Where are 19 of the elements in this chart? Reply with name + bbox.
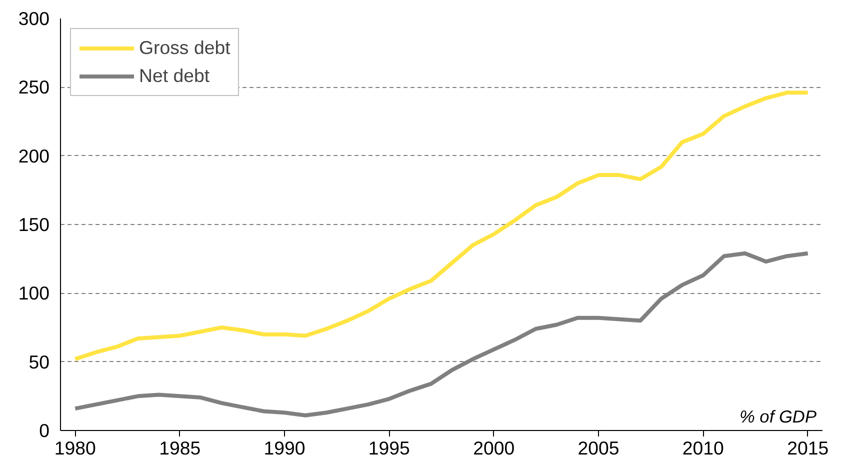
x-tick-label: 1990 xyxy=(264,438,306,458)
x-tick-label: 2010 xyxy=(682,438,724,458)
x-tick-label: 2000 xyxy=(473,438,515,458)
y-tick-label: 250 xyxy=(18,76,50,98)
y-tick-label: 50 xyxy=(28,351,50,372)
y-tick-label: 100 xyxy=(18,282,50,304)
x-tick-label: 2015 xyxy=(787,438,829,458)
y-tick-label: 300 xyxy=(18,8,50,29)
x-tick-label: 2005 xyxy=(578,438,620,458)
x-tick-label: 1995 xyxy=(368,438,410,458)
legend-label: Gross debt xyxy=(139,37,230,59)
x-tick-label: 1985 xyxy=(159,438,201,458)
line-series xyxy=(73,90,810,362)
legend-label: Net debt xyxy=(139,65,210,87)
y-tick-label: 150 xyxy=(18,214,50,235)
annotation: % of GDP xyxy=(739,406,817,426)
y-tick-label: 0 xyxy=(39,420,50,441)
x-tick-label: 1980 xyxy=(54,438,96,458)
y-tick-label: 200 xyxy=(18,145,50,166)
